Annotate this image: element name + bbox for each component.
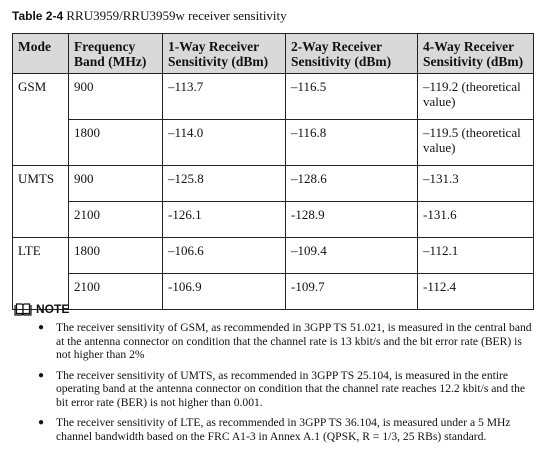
band-cell: 2100 [68, 273, 163, 310]
header-1-way-sensitivity: 1-Way Receiver Sensitivity (dBm) [162, 33, 286, 74]
table-row: 1800 –114.0 –116.8 –119.5 (theoretical v… [13, 119, 534, 166]
list-item: ● The receiver sensitivity of LTE, as re… [14, 416, 534, 443]
table-number: Table 2-4 [12, 9, 64, 23]
book-icon [14, 302, 32, 316]
band-cell: 900 [68, 73, 163, 120]
list-item: ● The receiver sensitivity of GSM, as re… [14, 321, 534, 362]
two-way-cell: –128.6 [285, 165, 418, 202]
four-way-cell: -131.6 [417, 201, 534, 238]
table-row: LTE 1800 –106.6 –109.4 –112.1 [12, 237, 534, 310]
table-row: 2100 -126.1 -128.9 -131.6 [13, 201, 534, 238]
band-cell: 900 [68, 165, 163, 202]
note-text: The receiver sensitivity of GSM, as reco… [56, 321, 532, 361]
one-way-cell: -106.9 [162, 273, 286, 310]
table-row: GSM 900 –113.7 –116.5 –119.2 (theoretica… [12, 73, 534, 166]
note-text: The receiver sensitivity of LTE, as reco… [56, 416, 511, 443]
four-way-cell: –131.3 [417, 165, 534, 202]
note-header: NOTE [14, 302, 69, 316]
two-way-cell: –116.5 [285, 73, 418, 120]
two-way-cell: –109.4 [285, 237, 418, 274]
list-item: ● The receiver sensitivity of UMTS, as r… [14, 369, 534, 410]
note-list: ● The receiver sensitivity of GSM, as re… [14, 321, 534, 450]
four-way-cell: –119.2 (theoretical value) [417, 73, 534, 120]
note-text: The receiver sensitivity of UMTS, as rec… [56, 368, 526, 409]
bullet-icon: ● [38, 417, 45, 428]
two-way-cell: -128.9 [285, 201, 418, 238]
band-cell: 1800 [68, 119, 163, 166]
table-row: UMTS 900 –125.8 –128.6 –131.3 [12, 165, 534, 238]
one-way-cell: –106.6 [162, 237, 286, 274]
table-row: 2100 -106.9 -109.7 -112.4 [13, 273, 534, 310]
four-way-cell: –112.1 [417, 237, 534, 274]
table-title: RRU3959/RRU3959w receiver sensitivity [66, 8, 287, 23]
one-way-cell: –114.0 [162, 119, 286, 166]
two-way-cell: –116.8 [285, 119, 418, 166]
two-way-cell: -109.7 [285, 273, 418, 310]
header-mode: Mode [12, 33, 69, 74]
bullet-icon: ● [38, 369, 45, 381]
bullet-icon: ● [38, 322, 45, 333]
mode-cell: GSM [12, 73, 69, 166]
band-cell: 1800 [68, 237, 163, 274]
table-header-row: Mode Frequency Band (MHz) 1-Way Receiver… [12, 33, 534, 74]
mode-cell: UMTS [12, 165, 69, 238]
note-label: NOTE [36, 302, 70, 316]
header-2-way-sensitivity: 2-Way Receiver Sensitivity (dBm) [285, 33, 418, 74]
one-way-cell: -126.1 [162, 201, 286, 238]
table-caption: Table 2-4 RRU3959/RRU3959w receiver sens… [12, 8, 287, 24]
four-way-cell: -112.4 [417, 273, 534, 310]
header-frequency-band: Frequency Band (MHz) [68, 33, 163, 74]
one-way-cell: –125.8 [162, 165, 286, 202]
receiver-sensitivity-table: Mode Frequency Band (MHz) 1-Way Receiver… [12, 33, 534, 310]
band-cell: 2100 [68, 201, 163, 238]
one-way-cell: –113.7 [162, 73, 286, 120]
header-4-way-sensitivity: 4-Way Receiver Sensitivity (dBm) [417, 33, 534, 74]
mode-cell: LTE [12, 237, 69, 310]
four-way-cell: –119.5 (theoretical value) [417, 119, 534, 166]
